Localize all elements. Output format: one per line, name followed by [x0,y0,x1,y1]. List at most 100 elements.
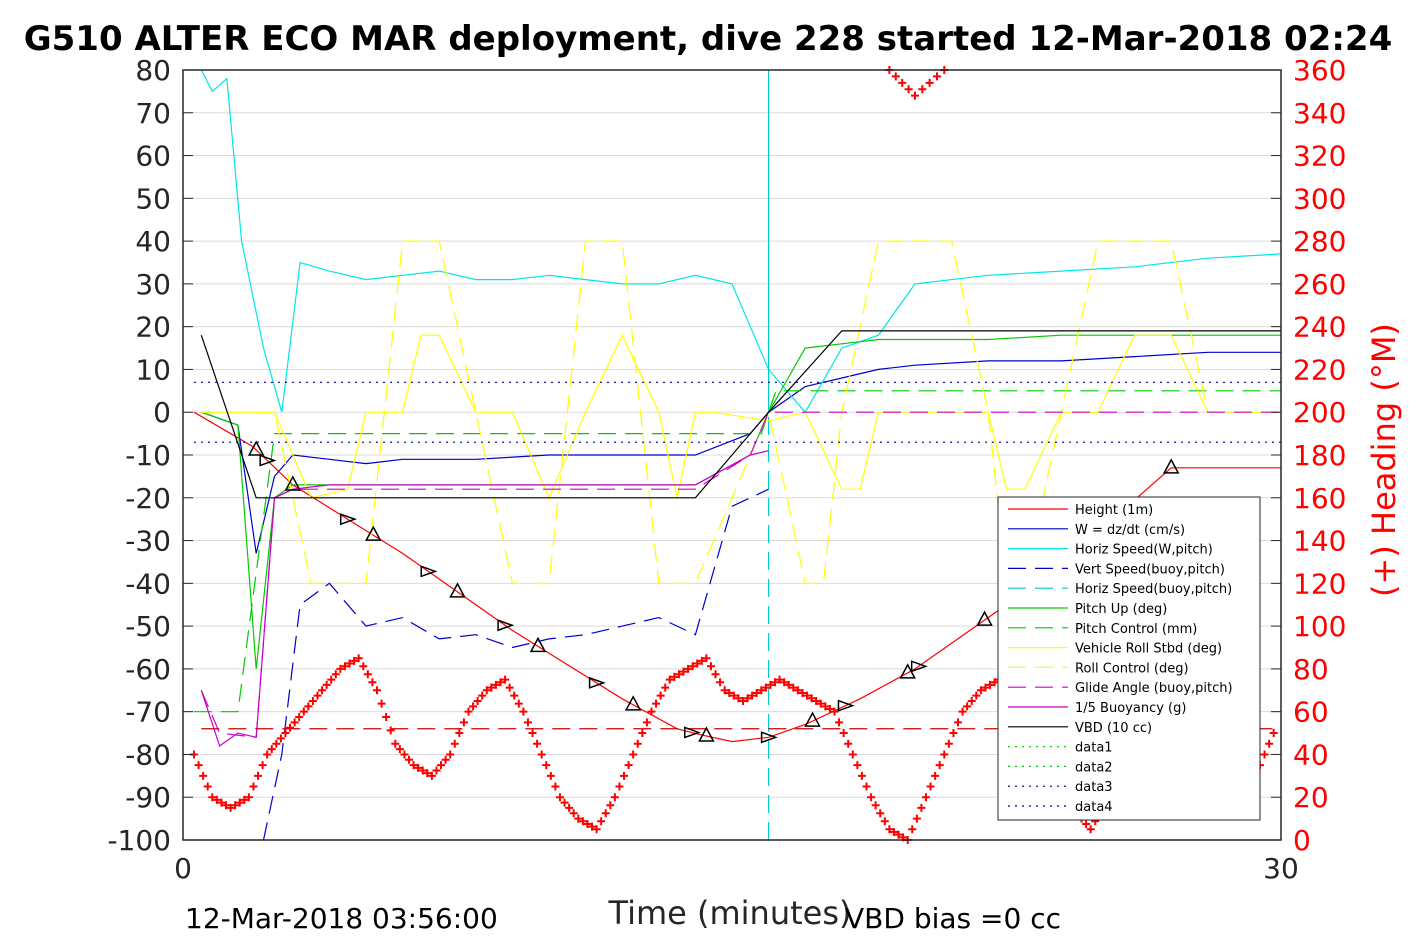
legend-label-14: data3 [1075,780,1113,795]
footer-timestamp: 12-Mar-2018 03:56:00 [185,902,498,935]
x-axis-ticks: 0 30 [174,852,1299,885]
heading-point [830,707,839,716]
heading-point [519,707,528,716]
heading-point [921,793,930,802]
right-tick-label: 20 [1293,781,1329,814]
heading-point [720,686,729,695]
right-tick-label: 80 [1293,653,1329,686]
triangle-marker [976,610,993,626]
heading-point [551,782,560,791]
heading-point [1086,825,1095,834]
heading-point [766,680,775,689]
heading-point [354,654,363,663]
heading-point [533,739,542,748]
heading-point [249,782,258,791]
heading-point [844,739,853,748]
heading-point [478,691,487,700]
heading-point [716,678,725,687]
right-tick-label: 100 [1293,610,1346,643]
heading-point [835,718,844,727]
heading-point [597,817,606,826]
heading-point [812,696,821,705]
heading-point [656,691,665,700]
heading-point [583,819,592,828]
heading-point [981,683,990,692]
series-line-2 [200,69,1282,414]
heading-point [944,739,953,748]
triangle-marker [1162,458,1180,474]
heading-point [546,771,555,780]
triangle-marker [837,699,855,712]
right-tick-label: 0 [1293,824,1311,857]
heading-point [423,769,432,778]
heading-point [263,750,272,759]
heading-point [876,809,885,818]
triangle-marker [529,636,547,653]
heading-point [199,771,208,780]
x-axis-label: Time (minutes) [608,894,852,932]
heading-point [606,801,615,810]
heading-point [459,718,468,727]
heading-point [780,678,789,687]
heading-point [491,680,500,689]
left-tick-label: 20 [135,311,171,344]
heading-point [761,683,770,692]
heading-point [244,793,253,802]
heading-point [528,729,537,738]
right-tick-label: 320 [1293,140,1346,173]
triangle-marker [760,731,778,744]
heading-point [226,803,235,812]
heading-point [986,680,995,689]
triangle-marker [624,695,642,711]
heading-point [1260,750,1269,759]
heading-point [693,659,702,668]
heading-point [286,723,295,732]
heading-point [450,739,459,748]
heading-point [363,670,372,679]
heading-point [807,694,816,703]
heading-point [414,763,423,772]
left-tick-label: 10 [135,353,171,386]
heading-point [222,801,231,810]
heading-point [891,72,900,81]
heading-point [455,729,464,738]
heading-point [871,801,880,810]
left-tick-label: -80 [125,738,171,771]
triangle-marker [284,475,302,491]
heading-point [972,691,981,700]
left-tick-label: -100 [107,824,171,857]
heading-point [437,761,446,770]
heading-point [853,761,862,770]
series-line-3 [262,488,769,841]
right-tick-label: 180 [1293,439,1346,472]
left-tick-label: -10 [125,439,171,472]
heading-point [359,662,368,671]
heading-point [537,750,546,759]
heading-point [670,672,679,681]
left-tick-label: 50 [135,182,171,215]
heading-point [574,814,583,823]
heading-point [771,678,780,687]
x-tick-label: 0 [174,852,192,885]
legend-label-5: Pitch Up (deg) [1075,602,1167,617]
legend-label-0: Height (1m) [1075,503,1153,518]
heading-point [555,793,564,802]
heading-point [918,85,927,94]
triangle-marker [804,711,821,727]
left-tick-label: 80 [135,54,171,87]
legend-label-12: data1 [1075,741,1113,756]
heading-point [638,729,647,738]
right-tick-label: 300 [1293,182,1346,215]
triangle-marker [420,565,438,578]
heading-point [340,662,349,671]
heading-point [885,825,894,834]
legend-label-7: Vehicle Roll Stbd (deg) [1075,642,1222,657]
heading-point [848,750,857,759]
triangle-marker [497,619,515,632]
heading-point [299,707,308,716]
right-axis-ticks: 3603403203002802602402202001801601401201… [1271,54,1346,857]
heading-point [601,809,610,818]
triangle-marker [259,454,277,467]
heading-point [706,662,715,671]
legend-label-2: Horiz Speed(W,pitch) [1075,543,1213,558]
